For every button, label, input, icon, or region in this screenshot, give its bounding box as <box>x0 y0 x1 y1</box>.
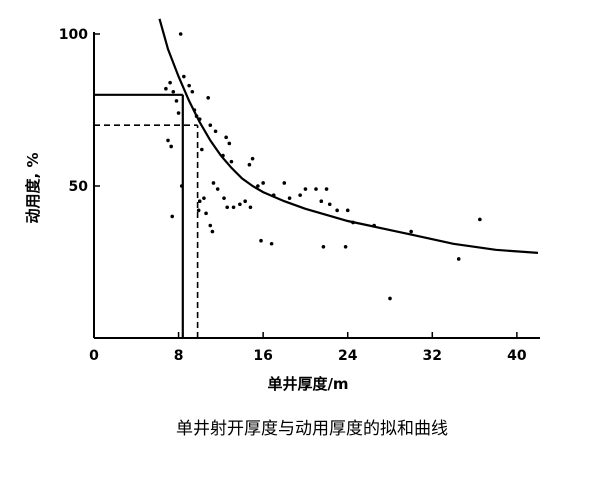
data-point <box>192 108 197 112</box>
data-point <box>409 229 413 234</box>
x-tick-label: 8 <box>174 348 184 364</box>
data-point <box>231 205 236 210</box>
data-point <box>202 196 206 200</box>
data-point <box>478 217 482 222</box>
data-point <box>319 199 324 203</box>
data-point <box>269 241 274 246</box>
data-point <box>190 89 195 94</box>
data-point <box>196 208 201 213</box>
data-point <box>221 153 225 158</box>
data-point <box>179 184 184 188</box>
data-point <box>456 257 461 261</box>
guide-lines <box>94 93 199 338</box>
data-point <box>215 187 220 191</box>
x-tick-label: 24 <box>338 348 358 364</box>
data-point <box>229 159 234 164</box>
x-tick-label: 16 <box>253 348 272 364</box>
data-point <box>238 202 242 207</box>
fit-curve <box>158 18 539 254</box>
data-point <box>211 181 216 185</box>
data-point <box>194 114 199 118</box>
data-point <box>287 196 292 200</box>
data-point <box>351 220 355 225</box>
x-tick-label: 32 <box>423 348 442 364</box>
data-point <box>335 208 339 213</box>
data-point <box>176 111 181 115</box>
y-tick-label: 100 <box>59 27 88 43</box>
data-point <box>174 99 179 103</box>
data-point <box>314 187 318 191</box>
data-point <box>388 296 392 301</box>
data-point <box>169 144 173 149</box>
data-point <box>208 223 213 228</box>
data-point <box>178 32 183 36</box>
data-point <box>208 123 213 127</box>
data-point <box>206 96 210 100</box>
data-point <box>210 229 215 234</box>
data-point <box>168 80 172 85</box>
data-point <box>324 187 329 191</box>
y-ticks: 50 100 <box>59 27 100 195</box>
data-point <box>187 83 191 88</box>
data-point <box>247 162 252 167</box>
data-point <box>164 86 168 91</box>
x-tick-label: 0 <box>89 348 99 364</box>
data-point <box>303 187 308 191</box>
data-point <box>166 138 170 143</box>
data-point <box>248 205 253 210</box>
data-point <box>256 184 260 188</box>
data-point <box>243 199 247 203</box>
data-point <box>204 211 208 216</box>
data-point <box>182 74 186 79</box>
x-tick-label: 40 <box>507 348 527 364</box>
figure-caption: 单井射开厚度与动用厚度的拟和曲线 <box>176 419 448 439</box>
data-point <box>250 156 255 161</box>
data-point <box>372 223 376 228</box>
data-point <box>343 245 348 249</box>
data-point <box>225 205 229 210</box>
data-point <box>345 208 350 213</box>
data-point <box>261 181 265 185</box>
data-point <box>222 196 226 200</box>
x-axis-label: 单井厚度/m <box>267 375 348 393</box>
data-point <box>282 181 287 185</box>
data-point <box>224 135 228 140</box>
data-point <box>259 238 263 243</box>
data-points <box>164 32 482 301</box>
data-point <box>298 193 302 197</box>
data-point <box>227 141 232 146</box>
data-point <box>171 89 176 94</box>
data-point <box>197 117 202 121</box>
data-point <box>213 129 218 134</box>
data-point <box>170 214 175 219</box>
data-point <box>327 202 332 207</box>
axes <box>93 32 540 339</box>
data-point <box>200 147 204 152</box>
x-ticks: 0 8 16 24 32 40 <box>89 332 527 364</box>
data-point <box>271 193 276 197</box>
data-point <box>197 199 202 203</box>
y-tick-label: 50 <box>69 179 89 195</box>
data-point <box>321 245 326 249</box>
y-axis-label: 动用度, % <box>24 153 42 224</box>
